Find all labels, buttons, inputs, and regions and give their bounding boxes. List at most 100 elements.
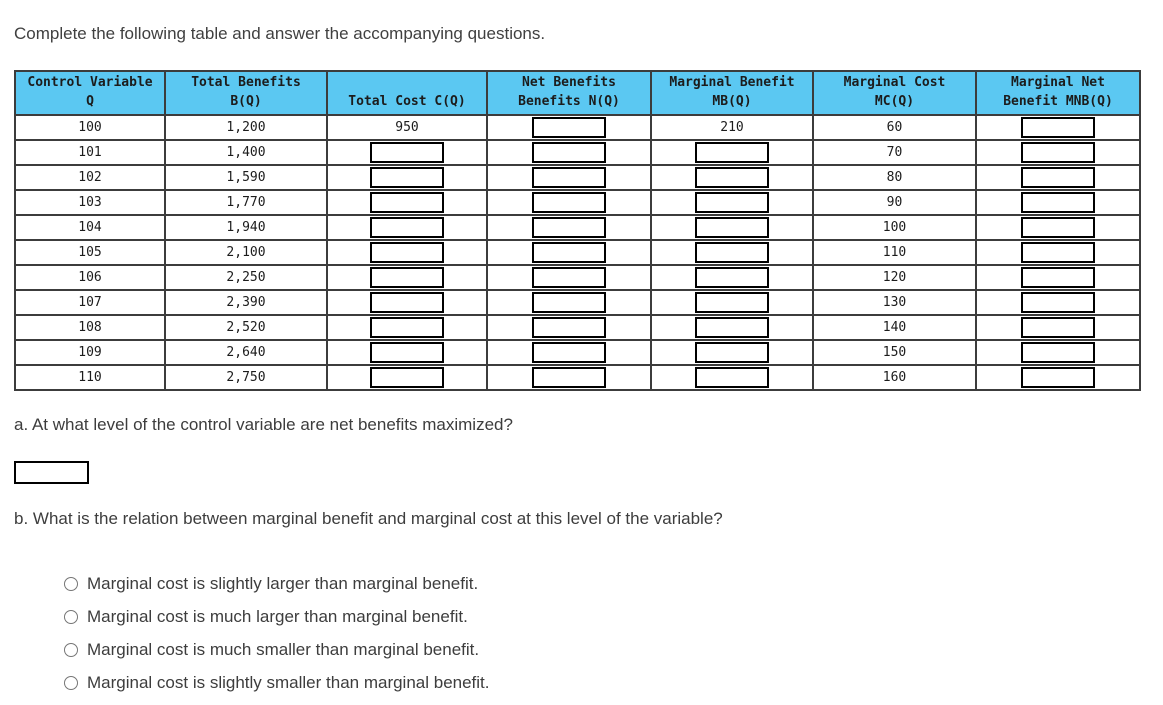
- nb-input[interactable]: [532, 367, 606, 388]
- cell-mb: [650, 264, 814, 291]
- nb-input[interactable]: [532, 342, 606, 363]
- table-row: 109 2,640 150: [14, 339, 1141, 366]
- option-4[interactable]: Marginal cost is slightly smaller than m…: [64, 671, 490, 695]
- header-tc: Total Cost C(Q): [326, 70, 488, 116]
- tc-input[interactable]: [370, 242, 444, 263]
- mnb-input[interactable]: [1021, 367, 1095, 388]
- cell-tb: 1,940: [164, 214, 328, 241]
- cell-mc: 120: [812, 264, 977, 291]
- header-mb: Marginal Benefit MB(Q): [650, 70, 814, 116]
- radio-button-icon[interactable]: [64, 643, 78, 657]
- mb-input[interactable]: [695, 217, 769, 238]
- mnb-input[interactable]: [1021, 192, 1095, 213]
- cell-mc: 110: [812, 239, 977, 266]
- mnb-input[interactable]: [1021, 242, 1095, 263]
- question-a-text: a. At what level of the control variable…: [14, 415, 513, 434]
- table-row: 110 2,750 160: [14, 364, 1141, 391]
- question-b-text: b. What is the relation between marginal…: [14, 509, 723, 528]
- option-1[interactable]: Marginal cost is slightly larger than ma…: [64, 572, 490, 596]
- cell-q: 102: [14, 164, 166, 191]
- tc-input[interactable]: [370, 292, 444, 313]
- tc-input[interactable]: [370, 267, 444, 288]
- option-label: Marginal cost is slightly smaller than m…: [87, 673, 490, 692]
- option-3[interactable]: Marginal cost is much smaller than margi…: [64, 638, 490, 662]
- mb-input[interactable]: [695, 267, 769, 288]
- tc-input[interactable]: [370, 167, 444, 188]
- tc-input[interactable]: [370, 217, 444, 238]
- cell-q: 105: [14, 239, 166, 266]
- cell-mnb: [975, 214, 1141, 241]
- mb-input[interactable]: [695, 342, 769, 363]
- radio-button-icon[interactable]: [64, 676, 78, 690]
- cell-mnb: [975, 314, 1141, 341]
- nb-input[interactable]: [532, 267, 606, 288]
- mnb-input[interactable]: [1021, 167, 1095, 188]
- nb-input[interactable]: [532, 242, 606, 263]
- tc-input[interactable]: [370, 342, 444, 363]
- cell-mc: 80: [812, 164, 977, 191]
- table-row: 102 1,590 80: [14, 164, 1141, 191]
- cell-nb: [486, 264, 652, 291]
- cell-tb: 1,590: [164, 164, 328, 191]
- mb-input[interactable]: [695, 367, 769, 388]
- question-a-answer-input[interactable]: [14, 461, 89, 484]
- nb-input[interactable]: [532, 192, 606, 213]
- mb-input[interactable]: [695, 167, 769, 188]
- cell-mb: [650, 339, 814, 366]
- cell-mnb: [975, 139, 1141, 166]
- cell-tc: [326, 264, 488, 291]
- cell-mc: 160: [812, 364, 977, 391]
- nb-input[interactable]: [532, 317, 606, 338]
- cell-mb: [650, 364, 814, 391]
- cell-mnb: [975, 339, 1141, 366]
- mb-input[interactable]: [695, 192, 769, 213]
- header-q: Control Variable Q: [14, 70, 166, 116]
- table-row: 107 2,390 130: [14, 289, 1141, 316]
- nb-input[interactable]: [532, 217, 606, 238]
- cell-nb: [486, 114, 652, 141]
- cell-mb: [650, 139, 814, 166]
- option-label: Marginal cost is much smaller than margi…: [87, 640, 480, 659]
- mb-input[interactable]: [695, 317, 769, 338]
- cell-tb: 2,750: [164, 364, 328, 391]
- cell-nb: [486, 164, 652, 191]
- cell-tb: 2,100: [164, 239, 328, 266]
- nb-input[interactable]: [532, 167, 606, 188]
- mnb-input[interactable]: [1021, 117, 1095, 138]
- table-row: 108 2,520 140: [14, 314, 1141, 341]
- cell-tc: [326, 139, 488, 166]
- tc-input[interactable]: [370, 142, 444, 163]
- cell-mc: 150: [812, 339, 977, 366]
- cell-mnb: [975, 239, 1141, 266]
- nb-input[interactable]: [532, 292, 606, 313]
- cell-tc: [326, 339, 488, 366]
- mnb-input[interactable]: [1021, 142, 1095, 163]
- cell-mb: 210: [650, 114, 814, 141]
- cell-tc: [326, 239, 488, 266]
- option-2[interactable]: Marginal cost is much larger than margin…: [64, 605, 490, 629]
- mnb-input[interactable]: [1021, 317, 1095, 338]
- mnb-input[interactable]: [1021, 292, 1095, 313]
- table-row: 106 2,250 120: [14, 264, 1141, 291]
- tc-input[interactable]: [370, 317, 444, 338]
- mb-input[interactable]: [695, 292, 769, 313]
- mnb-input[interactable]: [1021, 342, 1095, 363]
- tc-input[interactable]: [370, 192, 444, 213]
- mb-input[interactable]: [695, 142, 769, 163]
- cell-tb: 2,520: [164, 314, 328, 341]
- radio-button-icon[interactable]: [64, 610, 78, 624]
- radio-button-icon[interactable]: [64, 577, 78, 591]
- cell-tc: [326, 289, 488, 316]
- mnb-input[interactable]: [1021, 217, 1095, 238]
- cell-tc: [326, 189, 488, 216]
- cell-tc: [326, 364, 488, 391]
- nb-input[interactable]: [532, 117, 606, 138]
- cell-mb: [650, 239, 814, 266]
- tc-input[interactable]: [370, 367, 444, 388]
- mb-input[interactable]: [695, 242, 769, 263]
- cell-q: 101: [14, 139, 166, 166]
- option-label: Marginal cost is slightly larger than ma…: [87, 574, 479, 593]
- nb-input[interactable]: [532, 142, 606, 163]
- mnb-input[interactable]: [1021, 267, 1095, 288]
